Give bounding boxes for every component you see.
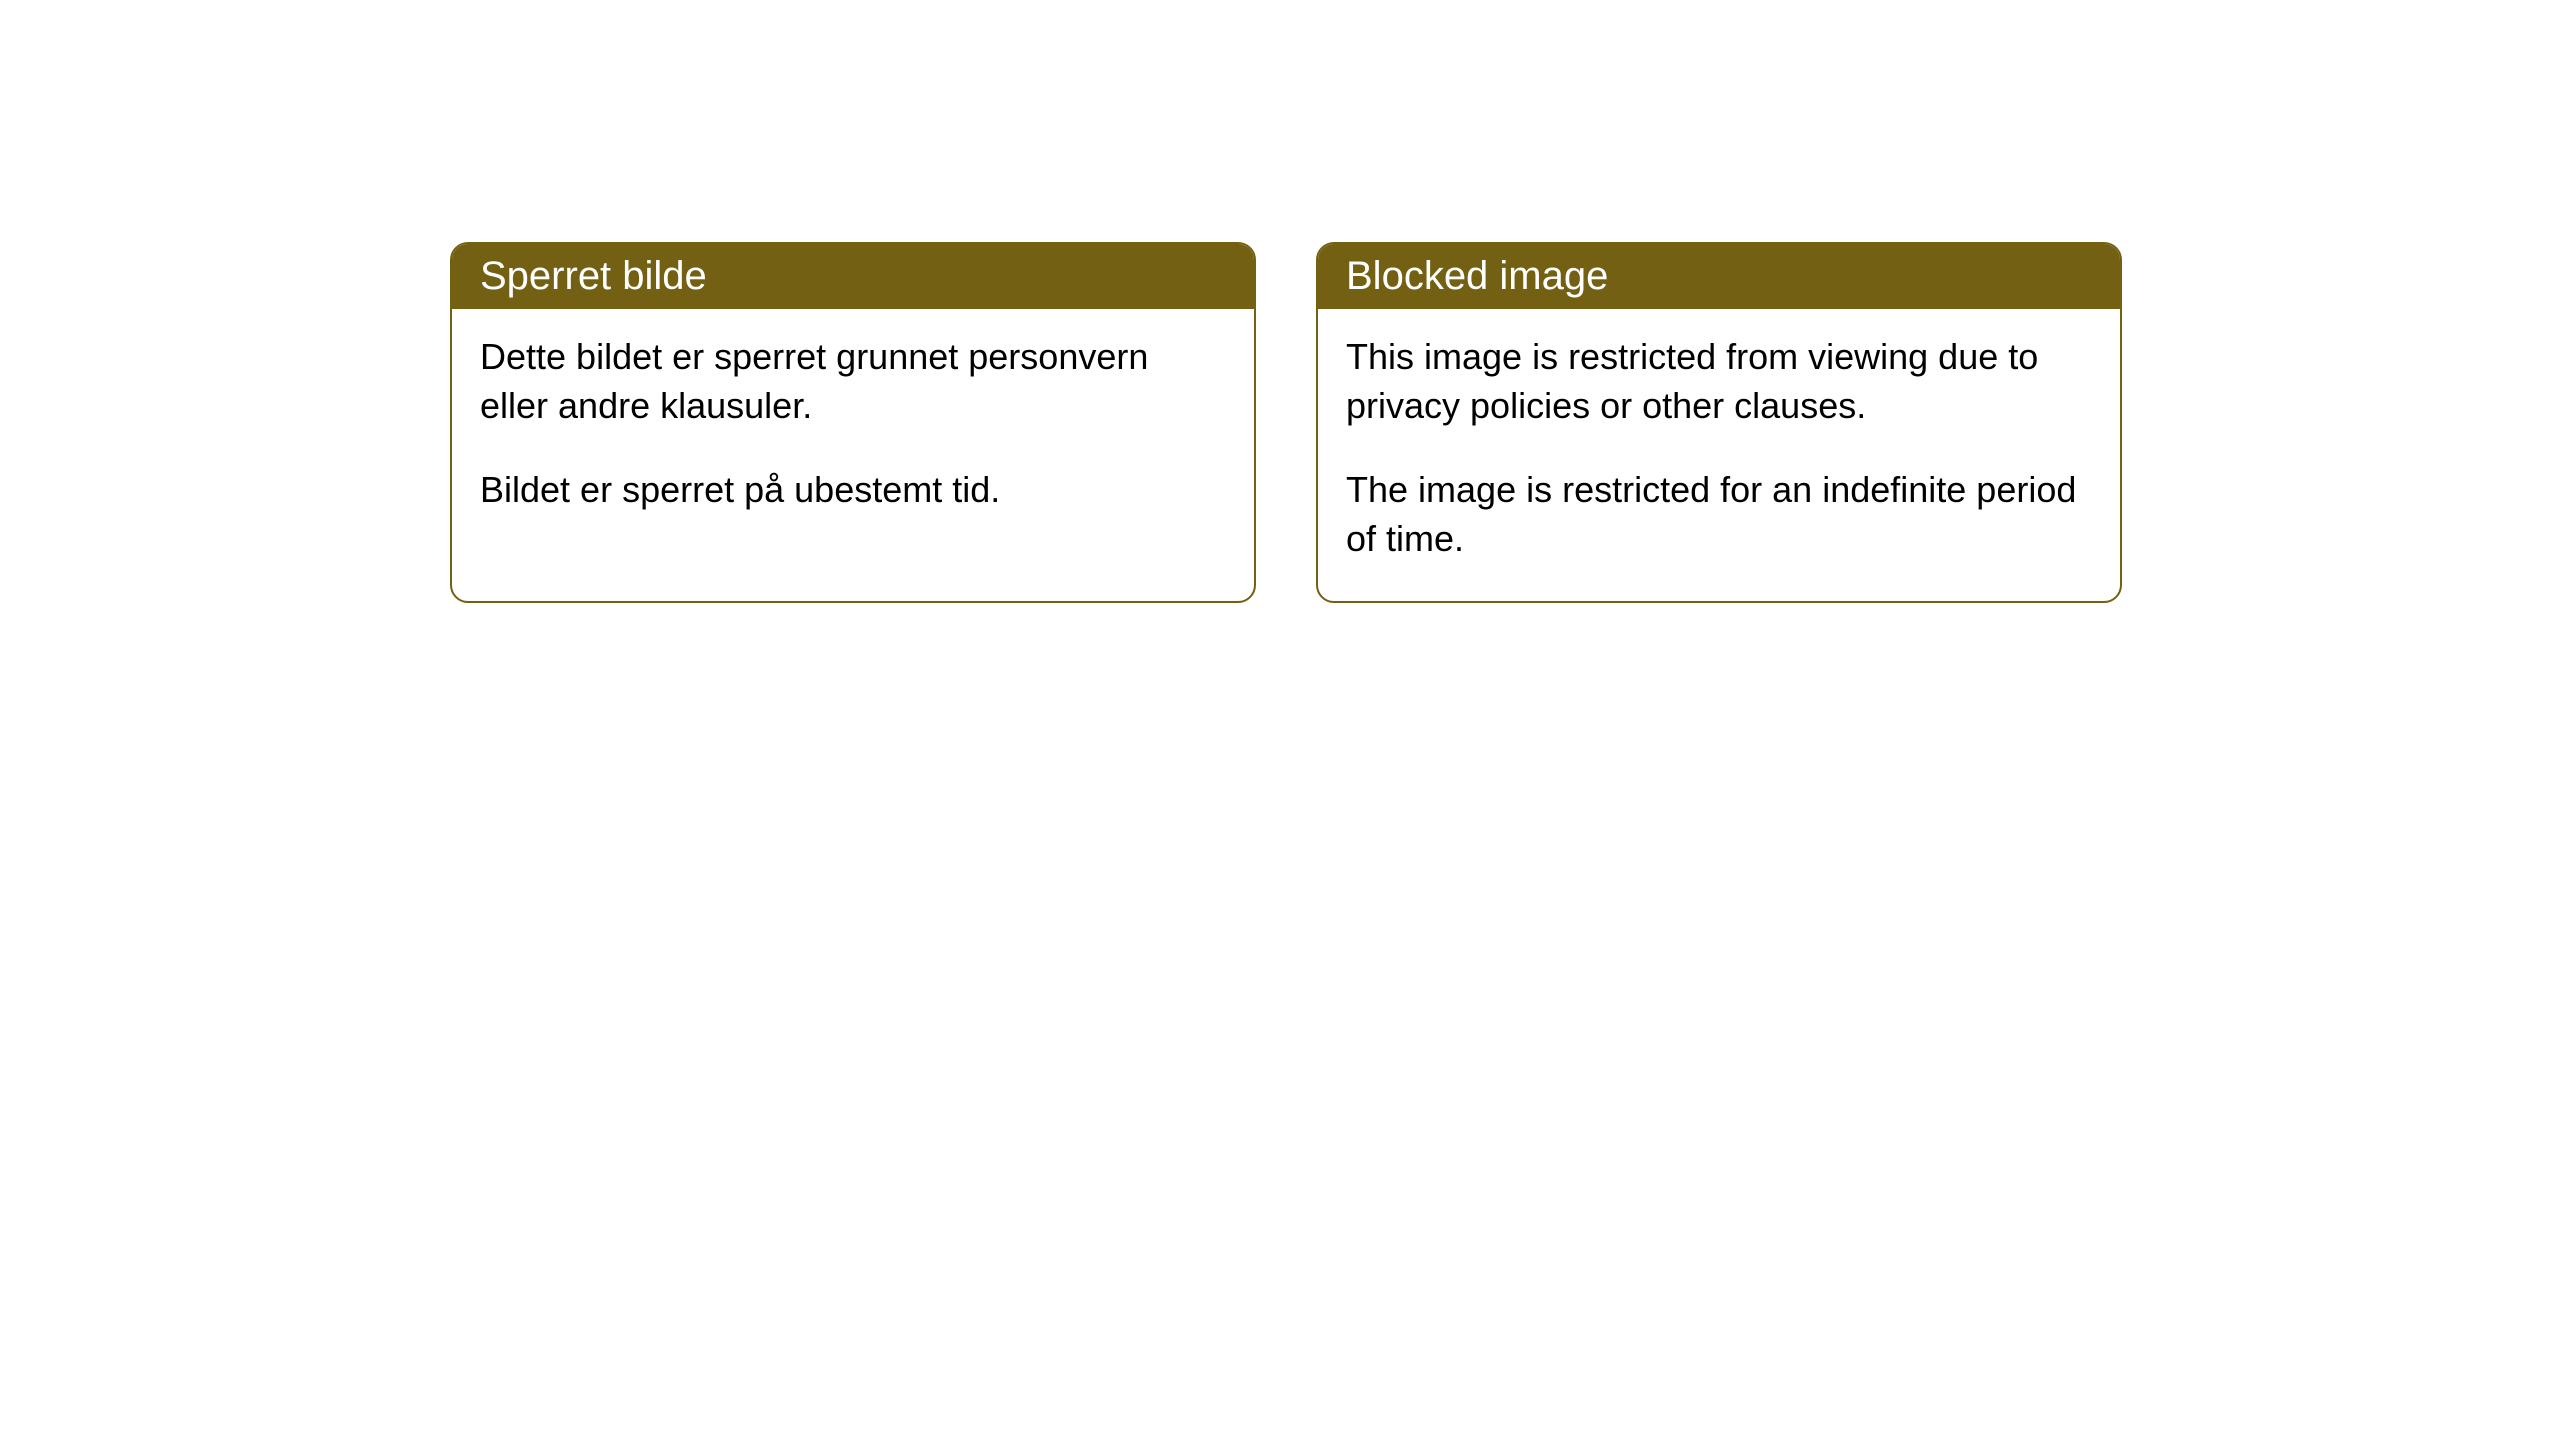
card-header: Blocked image: [1318, 244, 2120, 309]
card-title: Blocked image: [1346, 254, 1608, 298]
card-paragraph: This image is restricted from viewing du…: [1346, 333, 2092, 430]
card-body: Dette bildet er sperret grunnet personve…: [452, 309, 1254, 553]
card-title: Sperret bilde: [480, 254, 707, 298]
notice-cards-container: Sperret bilde Dette bildet er sperret gr…: [450, 242, 2560, 603]
notice-card-norwegian: Sperret bilde Dette bildet er sperret gr…: [450, 242, 1256, 603]
card-body: This image is restricted from viewing du…: [1318, 309, 2120, 601]
card-paragraph: The image is restricted for an indefinit…: [1346, 466, 2092, 563]
card-paragraph: Dette bildet er sperret grunnet personve…: [480, 333, 1226, 430]
notice-card-english: Blocked image This image is restricted f…: [1316, 242, 2122, 603]
card-paragraph: Bildet er sperret på ubestemt tid.: [480, 466, 1226, 515]
card-header: Sperret bilde: [452, 244, 1254, 309]
